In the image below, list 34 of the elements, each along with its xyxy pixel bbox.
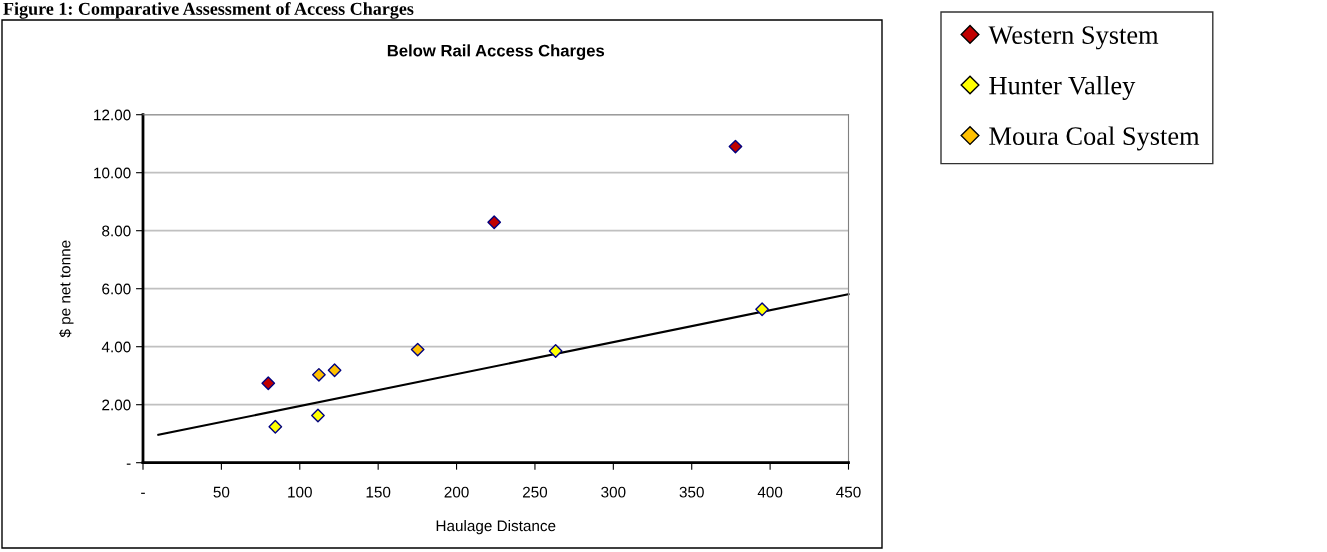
point	[261, 376, 276, 391]
x-tick-label: 50	[213, 486, 230, 498]
x-tick-label: 150	[366, 486, 391, 498]
y-tick-label: 2.00	[102, 399, 131, 411]
point	[311, 408, 325, 423]
x-tick-label: 200	[444, 486, 469, 498]
point	[755, 302, 770, 317]
point	[548, 344, 563, 358]
x-tick-label: 400	[757, 486, 783, 498]
x-tick-label: -	[141, 492, 145, 494]
y-axis-title: $ pe net tonne	[59, 240, 74, 338]
point	[410, 342, 425, 357]
y-tick-label: 8.00	[102, 225, 131, 237]
point	[311, 367, 326, 382]
x-tick-label: 450	[836, 486, 861, 498]
point	[268, 419, 283, 434]
y-tick-label: 6.00	[102, 283, 131, 295]
point	[327, 363, 342, 378]
x-tick-label: 300	[601, 486, 626, 498]
y-tick-label: 4.00	[101, 341, 131, 353]
y-tick-label: 10.00	[94, 167, 131, 179]
legend-label: Moura Coal System	[989, 126, 1200, 151]
x-tick-label: 100	[288, 486, 312, 498]
legend-label: Hunter Valley	[989, 75, 1136, 100]
chart-title: Below Rail Access Charges	[387, 44, 605, 60]
x-tick-label: 250	[522, 486, 548, 498]
point	[487, 215, 502, 230]
legend-label: Western System	[988, 26, 1159, 50]
caption: Figure 1: Comparative Assessment of Access Charges	[3, 2, 414, 19]
point	[728, 139, 743, 154]
y-tick-label: -	[126, 463, 131, 465]
x-tick-label: 350	[679, 486, 704, 498]
y-tick-label: 12.00	[94, 109, 131, 121]
x-axis-title: Haulage Distance	[436, 520, 556, 535]
